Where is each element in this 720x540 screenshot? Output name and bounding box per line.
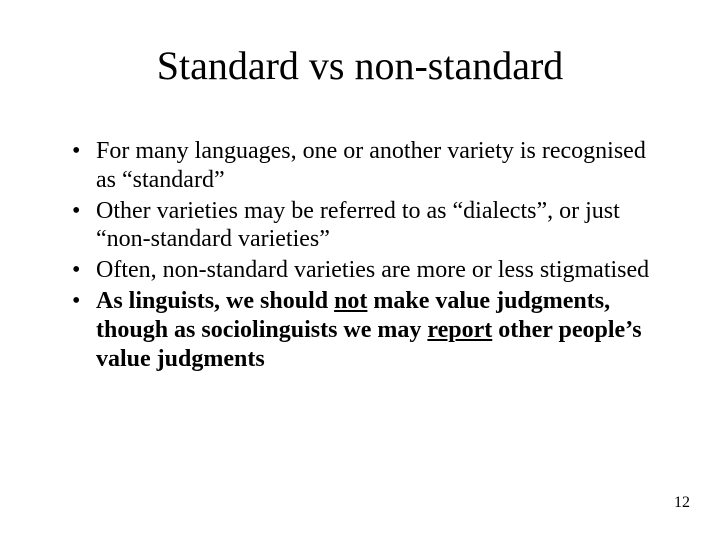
text-fragment: As linguists, we should bbox=[96, 288, 334, 314]
bullet-item: Often, non-standard varieties are more o… bbox=[72, 256, 660, 285]
bullet-item: For many languages, one or another varie… bbox=[72, 137, 660, 195]
bullet-item: As linguists, we should not make value j… bbox=[72, 287, 660, 373]
bullet-text: Often, non-standard varieties are more o… bbox=[96, 257, 649, 283]
slide-title: Standard vs non-standard bbox=[0, 0, 720, 89]
page-number: 12 bbox=[674, 494, 690, 512]
bullet-item: Other varieties may be referred to as “d… bbox=[72, 197, 660, 255]
underlined-text: report bbox=[427, 317, 492, 343]
bullet-list: For many languages, one or another varie… bbox=[72, 137, 660, 373]
underlined-text: not bbox=[334, 288, 367, 314]
slide: Standard vs non-standard For many langua… bbox=[0, 0, 720, 540]
bullet-text-bold: As linguists, we should not make value j… bbox=[96, 288, 642, 372]
bullet-text: Other varieties may be referred to as “d… bbox=[96, 198, 620, 253]
bullet-text: For many languages, one or another varie… bbox=[96, 138, 646, 193]
